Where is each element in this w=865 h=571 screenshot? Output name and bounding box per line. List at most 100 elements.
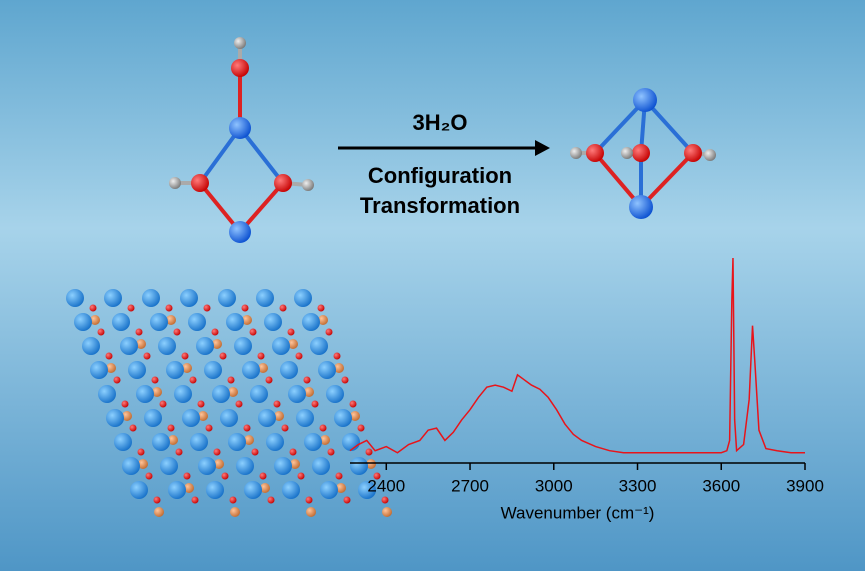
atom — [265, 376, 273, 384]
atom — [288, 385, 306, 403]
atom — [203, 304, 211, 312]
x-tick-label: 2400 — [367, 476, 405, 495]
atom — [168, 435, 178, 445]
atom — [98, 385, 116, 403]
atom — [114, 433, 132, 451]
x-tick-label: 2700 — [451, 476, 489, 495]
caption-line: Configuration — [368, 163, 512, 188]
atom — [90, 361, 108, 379]
atom — [151, 376, 159, 384]
atom — [243, 424, 251, 432]
atom — [258, 363, 268, 373]
atom — [381, 496, 389, 504]
atom — [318, 361, 336, 379]
atom — [320, 435, 330, 445]
atom — [196, 337, 214, 355]
atom — [112, 313, 130, 331]
atom — [173, 328, 181, 336]
spectrum: 2400 2700 3000 3300 3600 3900 Wavenumber (cm⁻¹… — [349, 257, 824, 522]
atom — [105, 352, 113, 360]
atom — [336, 483, 346, 493]
atom — [327, 448, 335, 456]
atom — [152, 433, 170, 451]
atom — [113, 376, 121, 384]
atom — [290, 459, 300, 469]
atom — [282, 481, 300, 499]
atom — [296, 409, 314, 427]
atom — [342, 433, 360, 451]
atom — [273, 400, 281, 408]
atom — [184, 483, 194, 493]
atom — [244, 435, 254, 445]
atom — [158, 337, 176, 355]
atom — [295, 352, 303, 360]
atom — [259, 472, 267, 480]
atom — [190, 433, 208, 451]
atom — [341, 376, 349, 384]
atom — [358, 481, 376, 499]
x-tick-label: 3300 — [619, 476, 657, 495]
atom — [188, 313, 206, 331]
atom — [274, 411, 284, 421]
atom — [106, 363, 116, 373]
atom — [198, 457, 216, 475]
atom — [219, 352, 227, 360]
atom — [279, 304, 287, 312]
atom — [121, 400, 129, 408]
atom — [218, 289, 236, 307]
atom — [251, 448, 259, 456]
atom — [258, 409, 276, 427]
atom — [198, 411, 208, 421]
atom — [230, 507, 240, 517]
atom — [191, 496, 199, 504]
molecule-right — [570, 88, 716, 219]
atom — [256, 289, 274, 307]
atom — [204, 361, 222, 379]
atom — [382, 507, 392, 517]
atom — [127, 304, 135, 312]
atom — [235, 400, 243, 408]
atom — [304, 433, 322, 451]
atom — [302, 313, 320, 331]
atom — [90, 315, 100, 325]
atom — [267, 496, 275, 504]
atom — [89, 304, 97, 312]
atom — [166, 361, 184, 379]
arrow-head — [535, 140, 550, 156]
atom — [144, 409, 162, 427]
atom — [310, 337, 328, 355]
atom — [159, 400, 167, 408]
atom — [357, 424, 365, 432]
atom — [168, 481, 186, 499]
atom — [189, 376, 197, 384]
atom — [333, 352, 341, 360]
atom — [120, 337, 138, 355]
spectrum-line — [349, 257, 805, 454]
atom — [66, 289, 84, 307]
atom — [294, 289, 312, 307]
atom — [242, 315, 252, 325]
x-axis-label: Wavenumber (cm⁻¹) — [501, 503, 655, 522]
atom — [334, 363, 344, 373]
atom — [334, 409, 352, 427]
atom — [280, 361, 298, 379]
x-tick-label: 3900 — [786, 476, 824, 495]
atom — [272, 337, 290, 355]
atom — [128, 361, 146, 379]
atom — [366, 459, 376, 469]
atom — [165, 304, 173, 312]
atom — [143, 352, 151, 360]
atom — [311, 400, 319, 408]
atom — [145, 472, 153, 480]
atom — [281, 424, 289, 432]
atom — [152, 387, 162, 397]
atom — [350, 457, 368, 475]
atom — [288, 339, 298, 349]
atom — [343, 496, 351, 504]
x-tick-label: 3000 — [535, 476, 573, 495]
atom — [266, 433, 284, 451]
atom — [244, 481, 262, 499]
atom — [206, 481, 224, 499]
